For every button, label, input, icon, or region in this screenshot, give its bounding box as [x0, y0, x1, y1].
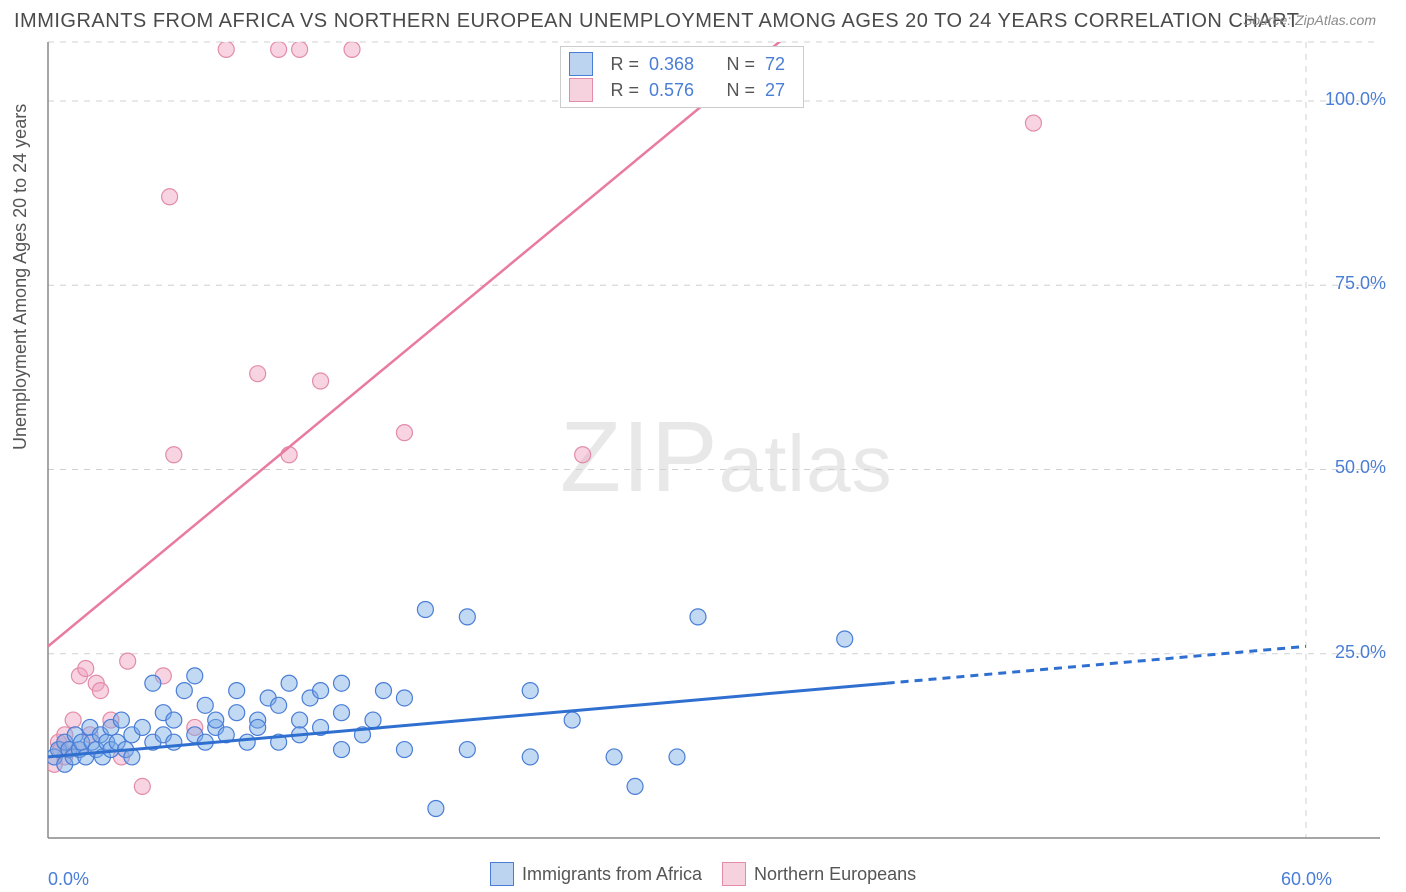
r-label: R =: [603, 54, 639, 75]
r-label: R =: [603, 80, 639, 101]
swatch-northern: [722, 862, 746, 886]
n-label: N =: [725, 54, 755, 75]
swatch-northern: [569, 78, 593, 102]
r-value-northern: 0.576: [649, 80, 709, 101]
n-label: N =: [725, 80, 755, 101]
n-value-africa: 72: [765, 54, 795, 75]
swatch-africa: [490, 862, 514, 886]
y-tick-label: 100.0%: [1325, 89, 1386, 110]
y-tick-label: 25.0%: [1335, 642, 1386, 663]
series-label-northern: Northern Europeans: [754, 864, 916, 885]
y-tick-label: 50.0%: [1335, 457, 1386, 478]
y-tick-label: 75.0%: [1335, 273, 1386, 294]
legend-item-africa: Immigrants from Africa: [490, 862, 702, 886]
r-value-africa: 0.368: [649, 54, 709, 75]
legend-item-northern: Northern Europeans: [722, 862, 916, 886]
series-legend: Immigrants from Africa Northern European…: [490, 862, 916, 886]
legend-row-northern: R = 0.576 N = 27: [569, 77, 795, 103]
scatter-plot: [0, 0, 1406, 892]
x-tick-label: 60.0%: [1281, 869, 1332, 890]
correlation-legend: R = 0.368 N = 72 R = 0.576 N = 27: [560, 46, 804, 108]
x-tick-label: 0.0%: [48, 869, 89, 890]
n-value-northern: 27: [765, 80, 795, 101]
legend-row-africa: R = 0.368 N = 72: [569, 51, 795, 77]
series-label-africa: Immigrants from Africa: [522, 864, 702, 885]
swatch-africa: [569, 52, 593, 76]
